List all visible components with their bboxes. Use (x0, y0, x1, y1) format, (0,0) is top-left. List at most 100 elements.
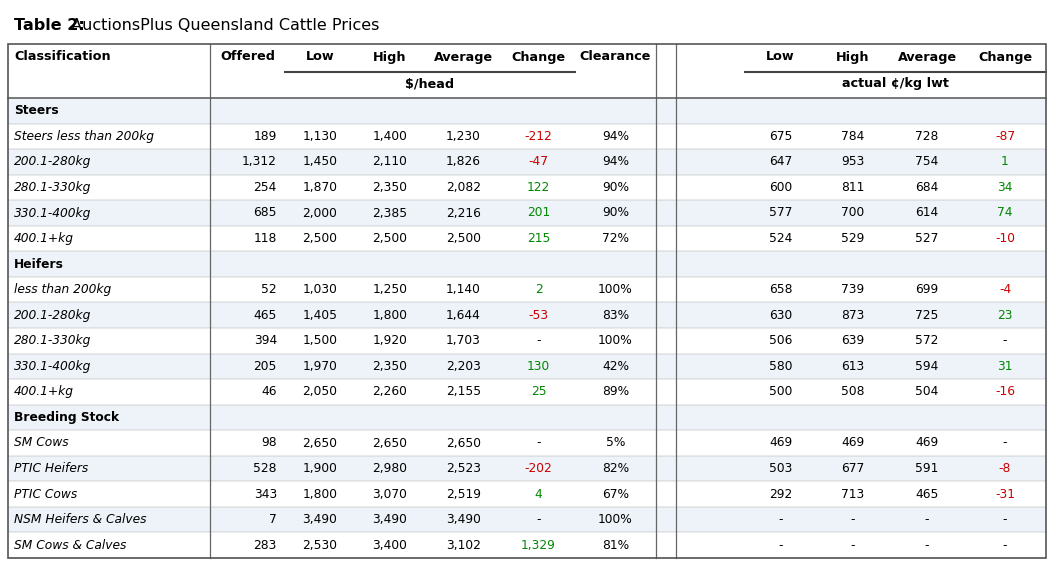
Text: Change: Change (511, 51, 566, 64)
Text: High: High (836, 51, 870, 64)
Text: 3,490: 3,490 (302, 513, 337, 526)
Bar (8, 430, 1046, 456)
Text: 67%: 67% (602, 488, 629, 501)
Bar (8, 226, 1046, 252)
Text: 23: 23 (997, 309, 1013, 321)
Bar (8, 175, 1046, 200)
Text: 685: 685 (254, 206, 277, 219)
Text: 100%: 100% (598, 283, 632, 296)
Text: 72%: 72% (602, 232, 629, 245)
Text: 614: 614 (915, 206, 939, 219)
Text: 725: 725 (915, 309, 939, 321)
Text: 200.1-280kg: 200.1-280kg (14, 156, 92, 169)
Text: 189: 189 (254, 130, 277, 143)
Text: 647: 647 (768, 156, 793, 169)
Text: 7: 7 (269, 513, 277, 526)
Text: 81%: 81% (602, 539, 629, 552)
Text: -: - (1002, 437, 1008, 450)
Text: 1,703: 1,703 (446, 334, 481, 347)
Text: -4: -4 (999, 283, 1011, 296)
Text: -47: -47 (528, 156, 548, 169)
Text: 580: 580 (768, 360, 793, 373)
Text: 200.1-280kg: 200.1-280kg (14, 309, 92, 321)
Text: NSM Heifers & Calves: NSM Heifers & Calves (14, 513, 147, 526)
Text: -16: -16 (995, 385, 1015, 398)
Text: 1,329: 1,329 (521, 539, 555, 552)
Text: 1,970: 1,970 (302, 360, 337, 373)
Text: -53: -53 (528, 309, 548, 321)
Text: 201: 201 (527, 206, 550, 219)
Bar (8, 277, 1046, 302)
Text: 613: 613 (841, 360, 864, 373)
Text: 675: 675 (768, 130, 793, 143)
Bar (8, 98, 1046, 124)
Text: 90%: 90% (602, 181, 629, 194)
Text: 2,110: 2,110 (372, 156, 408, 169)
Text: 2,216: 2,216 (446, 206, 481, 219)
Text: 508: 508 (841, 385, 864, 398)
Text: 90%: 90% (602, 206, 629, 219)
Text: PTIC Cows: PTIC Cows (14, 488, 77, 501)
Text: 2,350: 2,350 (372, 360, 408, 373)
Text: -: - (1002, 334, 1008, 347)
Text: 2,155: 2,155 (446, 385, 481, 398)
Text: 600: 600 (768, 181, 793, 194)
Text: 529: 529 (841, 232, 864, 245)
Text: 52: 52 (261, 283, 277, 296)
Text: -: - (536, 513, 541, 526)
Text: 1,030: 1,030 (302, 283, 337, 296)
Text: 1,644: 1,644 (446, 309, 481, 321)
Text: 400.1+kg: 400.1+kg (14, 385, 74, 398)
Text: High: High (373, 51, 407, 64)
Text: 100%: 100% (598, 513, 632, 526)
Text: 506: 506 (768, 334, 793, 347)
Text: 118: 118 (254, 232, 277, 245)
Text: 94%: 94% (602, 156, 629, 169)
Text: $/head: $/head (406, 77, 454, 90)
Text: 2,523: 2,523 (446, 462, 481, 475)
Text: 4: 4 (534, 488, 543, 501)
Text: -87: -87 (995, 130, 1015, 143)
Text: 98: 98 (261, 437, 277, 450)
Text: 280.1-330kg: 280.1-330kg (14, 181, 92, 194)
Text: 1,250: 1,250 (372, 283, 408, 296)
Text: -31: -31 (995, 488, 1015, 501)
Text: -10: -10 (995, 232, 1015, 245)
Text: -: - (924, 513, 930, 526)
Text: -: - (536, 437, 541, 450)
Text: 503: 503 (768, 462, 793, 475)
Text: Breeding Stock: Breeding Stock (14, 411, 119, 424)
Text: 630: 630 (768, 309, 793, 321)
Text: PTIC Heifers: PTIC Heifers (14, 462, 89, 475)
Text: Classification: Classification (14, 51, 111, 64)
Text: 122: 122 (527, 181, 550, 194)
Text: 2,500: 2,500 (302, 232, 337, 245)
Text: 524: 524 (768, 232, 793, 245)
Text: 639: 639 (841, 334, 864, 347)
Text: 82%: 82% (602, 462, 629, 475)
Text: -: - (536, 334, 541, 347)
Text: 89%: 89% (602, 385, 629, 398)
Text: 1,312: 1,312 (242, 156, 277, 169)
Text: 3,490: 3,490 (446, 513, 481, 526)
Text: Clearance: Clearance (580, 51, 651, 64)
Text: 699: 699 (915, 283, 939, 296)
Text: -202: -202 (525, 462, 552, 475)
Text: 3,490: 3,490 (372, 513, 408, 526)
Text: -: - (778, 513, 783, 526)
Text: 1,400: 1,400 (372, 130, 408, 143)
Text: 1,140: 1,140 (446, 283, 481, 296)
Text: 283: 283 (254, 539, 277, 552)
Text: 784: 784 (841, 130, 864, 143)
Text: 469: 469 (841, 437, 864, 450)
Text: 254: 254 (254, 181, 277, 194)
Bar (8, 44, 1046, 98)
Text: 25: 25 (530, 385, 546, 398)
Text: 1,230: 1,230 (446, 130, 481, 143)
Text: 394: 394 (254, 334, 277, 347)
Text: 700: 700 (841, 206, 864, 219)
Text: 2,500: 2,500 (372, 232, 408, 245)
Text: 684: 684 (915, 181, 939, 194)
Text: 2,519: 2,519 (446, 488, 481, 501)
Bar (8, 200, 1046, 226)
